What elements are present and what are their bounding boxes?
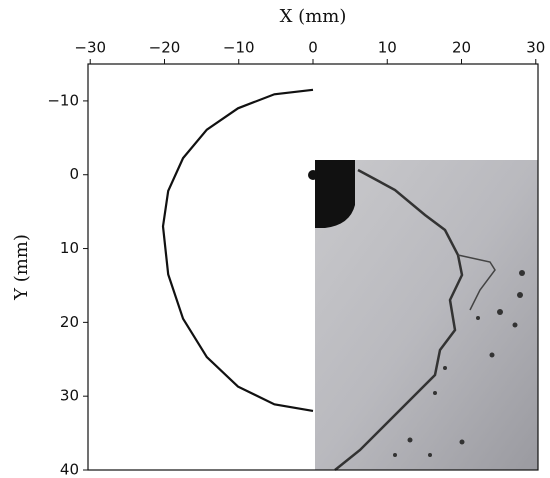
x-tick-label: −10: [223, 39, 255, 57]
x-tick-label: 0: [308, 39, 318, 57]
y-axis-label: Y (mm): [11, 234, 32, 301]
photo: [308, 160, 538, 471]
x-tick-label: 30: [526, 39, 545, 57]
y-tick-label: 30: [60, 387, 79, 405]
y-tick-label: 0: [69, 165, 79, 183]
y-tick-label: 10: [60, 239, 79, 257]
y-tick-label: −10: [47, 91, 79, 109]
x-tick-label: 10: [378, 39, 397, 57]
x-tick-label: 20: [452, 39, 471, 57]
y-tick-label: 20: [60, 313, 79, 331]
curve: [161, 88, 314, 413]
x-tick-label: −20: [149, 39, 181, 57]
y-tick-label: 40: [60, 461, 79, 478]
x-tick-label: −30: [74, 39, 106, 57]
x-axis-label: X (mm): [280, 6, 347, 27]
